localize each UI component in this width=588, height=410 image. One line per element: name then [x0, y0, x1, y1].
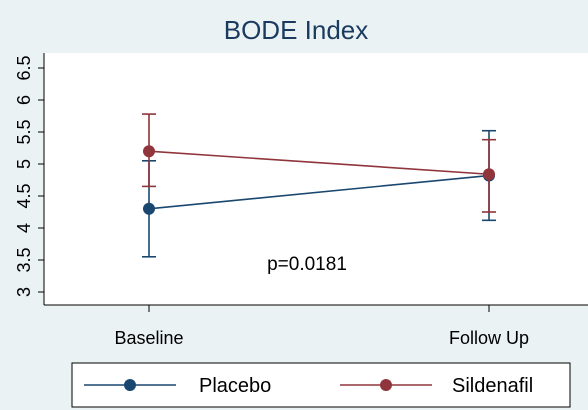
- legend-item-placebo: Placebo: [84, 375, 271, 397]
- y-tick-label: 3.5: [14, 247, 34, 272]
- legend: Placebo Sildenafil: [71, 362, 571, 408]
- legend-swatch-marker: [380, 379, 392, 391]
- legend-label: Placebo: [199, 375, 271, 397]
- y-tick-label: 4.5: [14, 183, 34, 208]
- legend-label: Sildenafil: [452, 375, 533, 397]
- chart-title: BODE Index: [224, 15, 369, 45]
- series-line: [148, 150, 490, 176]
- p-value-annotation: p=0.0181: [267, 254, 347, 275]
- y-tick-label: 6.5: [14, 55, 34, 80]
- data-point: [143, 145, 155, 158]
- y-tick-label: 4: [14, 223, 34, 233]
- y-axis: 3 3.5 4 4.5 5 5.5 6 6.5: [14, 53, 45, 305]
- x-axis: Baseline Follow Up: [44, 304, 588, 348]
- legend-swatch-marker: [124, 379, 136, 391]
- y-tick-label: 3: [14, 287, 34, 297]
- series-sildenafil: [142, 113, 496, 213]
- x-tick-label: Baseline: [114, 328, 183, 348]
- data-point: [143, 202, 155, 215]
- series-line: [148, 174, 490, 210]
- legend-item-sildenafil: Sildenafil: [340, 375, 533, 397]
- series-layer: [142, 113, 496, 258]
- y-tick-label: 5: [14, 159, 34, 169]
- y-tick-label: 5.5: [14, 119, 34, 144]
- x-tick-label: Follow Up: [449, 328, 529, 348]
- plot-area: [44, 53, 588, 305]
- data-point: [483, 168, 495, 181]
- y-tick-label: 6: [14, 95, 34, 105]
